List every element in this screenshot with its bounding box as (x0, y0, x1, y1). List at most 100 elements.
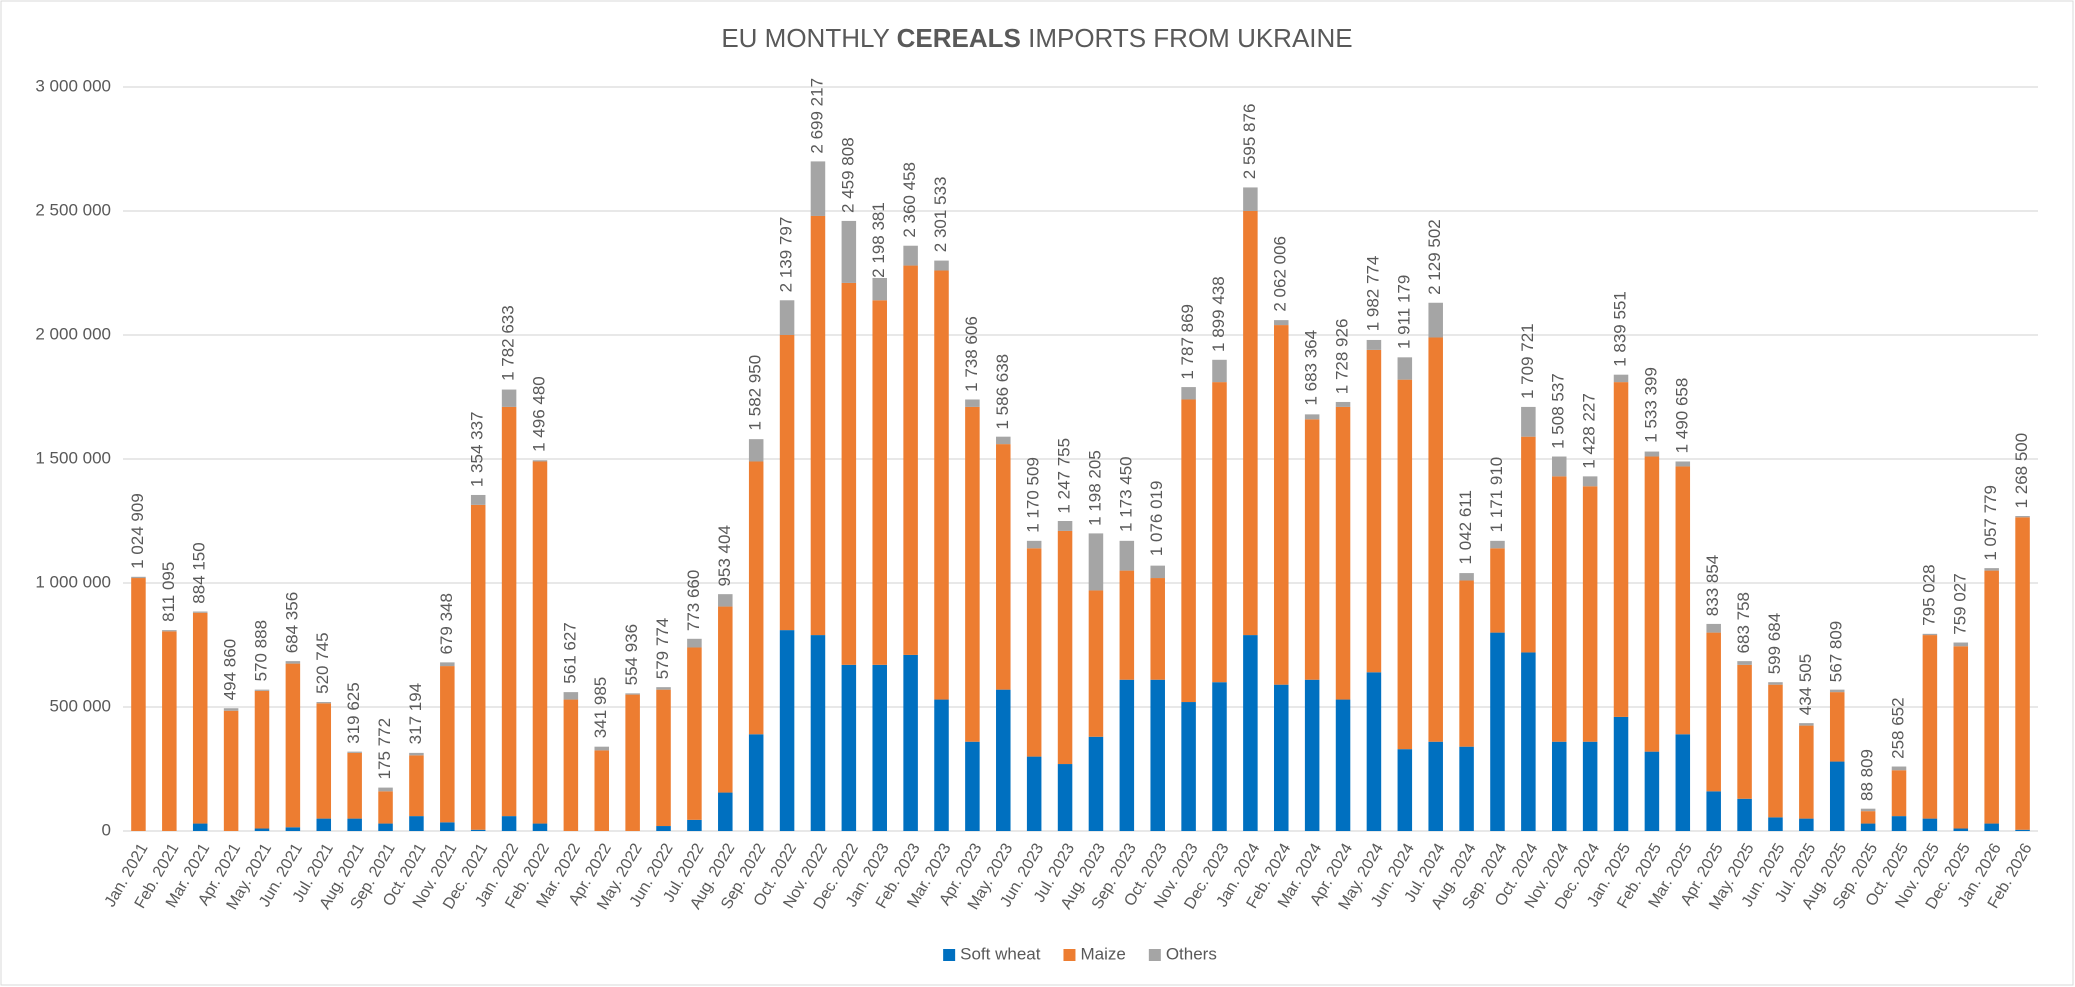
bar-segment (810, 215, 826, 636)
total-label: 1 042 611 (1456, 490, 1475, 564)
bar-segment (316, 818, 332, 831)
bar-segment (625, 693, 640, 695)
bar-segment (1181, 399, 1196, 703)
bar-segment (1768, 682, 1783, 685)
bar-segment (1366, 672, 1382, 831)
bar-segment (532, 461, 548, 824)
bar-segment (1119, 540, 1135, 571)
bar-segment (223, 710, 239, 831)
total-label: 1 582 950 (746, 355, 765, 431)
bar-segment (1644, 451, 1660, 457)
bar-segment (841, 664, 857, 831)
bar-segment (254, 828, 270, 831)
total-label: 319 625 (344, 682, 363, 743)
bar-segment (378, 791, 393, 824)
bar-segment (1521, 652, 1536, 831)
bar-segment (1428, 337, 1443, 742)
bar-segment (1829, 689, 1845, 693)
bar-segment (1026, 540, 1042, 549)
bar-segment (1582, 476, 1598, 487)
bar-segment (316, 702, 332, 704)
total-label: 258 652 (1888, 697, 1907, 758)
bar-segment (440, 666, 455, 823)
bar-segment (1212, 682, 1227, 831)
bar-segment (996, 444, 1011, 690)
bar-segment (1737, 661, 1752, 665)
bar-segment (718, 606, 733, 793)
bar-segment (162, 630, 177, 632)
y-tick-label: 500 000 (50, 696, 111, 715)
bar-segment (1613, 716, 1629, 831)
bar-segment (1335, 699, 1351, 831)
bar-segment (1644, 456, 1660, 752)
bar-segment (1799, 818, 1814, 831)
chart-title: EU MONTHLY CEREALS IMPORTS FROM UKRAINE (721, 23, 1352, 53)
total-label: 567 809 (1827, 621, 1846, 682)
legend-swatch (1063, 949, 1076, 961)
bar-segment (1521, 436, 1536, 653)
total-label: 811 095 (159, 562, 178, 622)
bar-segment (1984, 823, 1999, 831)
total-label: 683 758 (1734, 592, 1753, 653)
bar-segment (192, 612, 208, 824)
total-label: 1 173 450 (1116, 456, 1135, 532)
bar-segment (1984, 570, 1999, 824)
bar-segment (656, 687, 671, 690)
bar-segment (347, 751, 362, 753)
bar-segment (841, 282, 857, 665)
bar-segment (594, 746, 610, 751)
total-label: 2 198 381 (869, 202, 888, 278)
total-label: 884 150 (190, 542, 209, 603)
bar-segment (1057, 521, 1073, 531)
bar-segment (223, 708, 239, 711)
bar-segment (872, 664, 887, 831)
y-tick-label: 0 (102, 820, 111, 839)
total-label: 2 301 533 (931, 177, 950, 253)
bar-segment (440, 822, 455, 831)
bar-segment (718, 594, 733, 607)
bar-segment (563, 699, 579, 831)
bar-segment (409, 752, 424, 756)
total-label: 1 490 658 (1672, 378, 1691, 454)
bar-segment (996, 689, 1011, 831)
bar-segment (1706, 791, 1721, 831)
legend-label: Soft wheat (960, 944, 1041, 963)
bar-segment (1335, 401, 1351, 407)
total-label: 1 198 205 (1085, 450, 1104, 526)
bar-segment (1088, 590, 1104, 737)
bar-segment (347, 752, 362, 819)
bar-segment (1737, 664, 1752, 799)
total-label: 175 772 (375, 718, 394, 779)
legend-label: Others (1166, 944, 1217, 963)
bar-segment (532, 823, 548, 831)
bar-segment (470, 504, 486, 830)
total-label: 1 738 606 (962, 316, 981, 392)
bar-segment (162, 631, 177, 831)
legend-swatch (943, 949, 956, 961)
bar-segment (810, 635, 826, 831)
bar-segment (1150, 578, 1165, 680)
total-label: 1 024 909 (128, 493, 147, 569)
bar-segment (748, 734, 764, 831)
bar-segment (594, 750, 610, 831)
total-label: 1 982 774 (1363, 256, 1382, 332)
bar-segment (1026, 756, 1042, 831)
bar-segment (1181, 702, 1196, 831)
total-label: 434 505 (1796, 654, 1815, 715)
bar-segment (1181, 387, 1196, 400)
bar-segment (934, 699, 949, 831)
bar-segment (1644, 751, 1660, 831)
bar-segment (2015, 517, 2030, 830)
bar-segment (779, 630, 795, 831)
bar-segment (965, 406, 980, 742)
bar-segment (1088, 533, 1104, 591)
title-part: EU MONTHLY (721, 23, 896, 53)
bar-segment (1829, 761, 1845, 831)
bar-segment (2015, 829, 2030, 831)
bar-segment (1768, 684, 1783, 818)
bar-segment (1150, 565, 1165, 579)
y-tick-label: 3 000 000 (35, 76, 111, 95)
total-label: 1 057 779 (1981, 485, 2000, 561)
y-tick-label: 1 500 000 (35, 448, 111, 467)
bar-segment (1984, 568, 1999, 571)
